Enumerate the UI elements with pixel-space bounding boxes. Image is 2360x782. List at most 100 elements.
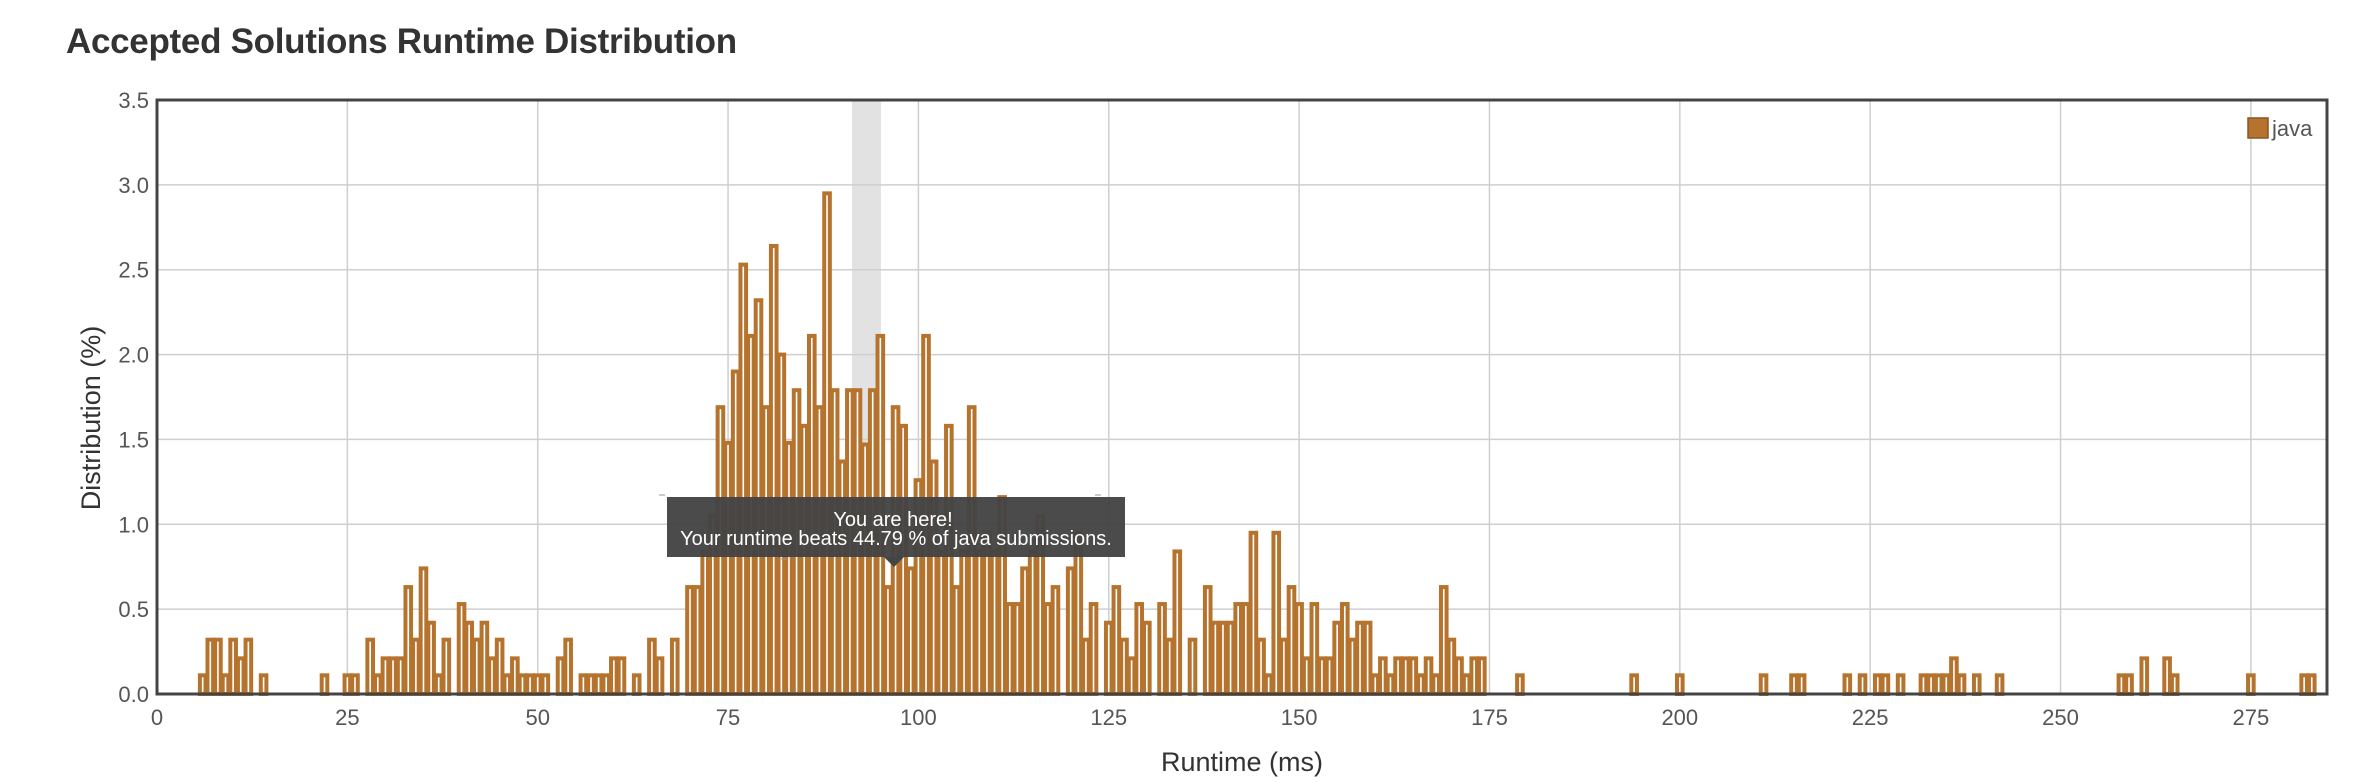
histogram-bar[interactable] — [1393, 656, 1403, 696]
histogram-bar[interactable] — [1119, 637, 1129, 697]
histogram-bar[interactable] — [1157, 602, 1167, 696]
histogram-bar[interactable] — [616, 656, 627, 696]
histogram-bar[interactable] — [799, 423, 810, 696]
histogram-bar[interactable] — [243, 637, 254, 697]
histogram-bar[interactable] — [1515, 673, 1525, 697]
histogram-bar[interactable] — [350, 673, 360, 697]
histogram-bar[interactable] — [1454, 656, 1464, 696]
histogram-bar[interactable] — [1370, 673, 1381, 697]
histogram-bar[interactable] — [898, 423, 908, 696]
histogram-bar[interactable] — [1081, 637, 1091, 697]
histogram-bar[interactable] — [258, 673, 269, 697]
histogram-bar[interactable] — [1111, 585, 1122, 697]
histogram-bar[interactable] — [1423, 656, 1434, 696]
histogram-bar[interactable] — [1842, 673, 1853, 697]
histogram-bar[interactable] — [936, 549, 947, 696]
histogram-bar[interactable] — [1431, 673, 1441, 697]
histogram-bar[interactable] — [1895, 673, 1906, 697]
histogram-bar[interactable] — [1461, 673, 1472, 697]
histogram-bar[interactable] — [456, 602, 467, 696]
histogram-bar[interactable] — [1065, 566, 1076, 696]
histogram-bar[interactable] — [1378, 656, 1388, 696]
histogram-bar[interactable] — [1279, 637, 1289, 697]
histogram-bar[interactable] — [1362, 620, 1373, 696]
histogram-bar[interactable] — [1317, 656, 1327, 696]
legend[interactable]: java — [2247, 116, 2313, 141]
histogram-bar[interactable] — [601, 673, 612, 697]
histogram-bar[interactable] — [959, 549, 969, 696]
histogram-bar[interactable] — [1103, 620, 1114, 696]
histogram-bar[interactable] — [1355, 620, 1365, 696]
histogram-bar[interactable] — [342, 673, 353, 697]
histogram-bar[interactable] — [1126, 656, 1137, 696]
histogram-bar[interactable] — [1332, 620, 1342, 696]
histogram-bar[interactable] — [685, 585, 695, 697]
histogram-bar[interactable] — [2124, 673, 2134, 697]
histogram-bar[interactable] — [1301, 656, 1312, 696]
histogram-bar[interactable] — [700, 549, 711, 696]
histogram-bar[interactable] — [1933, 673, 1944, 697]
histogram-bar[interactable] — [487, 656, 497, 696]
histogram-bar[interactable] — [235, 656, 246, 696]
histogram-bar[interactable] — [1880, 673, 1891, 697]
histogram-bar[interactable] — [388, 656, 398, 696]
histogram-bar[interactable] — [510, 656, 520, 696]
histogram-bar[interactable] — [1941, 673, 1952, 697]
histogram-bar[interactable] — [1202, 585, 1213, 697]
histogram-bar[interactable] — [1050, 585, 1061, 697]
histogram-bar[interactable] — [974, 549, 985, 696]
histogram-bar[interactable] — [365, 637, 376, 697]
histogram-bar[interactable] — [1675, 673, 1685, 697]
histogram-bar[interactable] — [647, 637, 657, 697]
histogram-bar[interactable] — [1971, 673, 1982, 697]
histogram-bar[interactable] — [1233, 602, 1244, 696]
histogram-bar[interactable] — [1012, 602, 1023, 696]
histogram-bar[interactable] — [944, 423, 954, 696]
histogram-bar[interactable] — [1248, 530, 1259, 697]
histogram-bar[interactable] — [1629, 673, 1639, 697]
histogram-bar[interactable] — [1263, 673, 1274, 697]
histogram-bar[interactable] — [905, 566, 916, 696]
histogram-bar[interactable] — [197, 673, 208, 697]
histogram-bar[interactable] — [1385, 673, 1396, 697]
histogram-bar[interactable] — [205, 637, 216, 697]
histogram-bar[interactable] — [471, 637, 482, 697]
histogram-bar[interactable] — [532, 673, 543, 697]
histogram-bar[interactable] — [1172, 549, 1183, 696]
histogram-bar[interactable] — [1271, 530, 1282, 697]
histogram-bar[interactable] — [1796, 673, 1807, 697]
histogram-bar[interactable] — [1020, 566, 1030, 696]
histogram-bar[interactable] — [494, 637, 505, 697]
histogram-bar[interactable] — [1004, 602, 1015, 696]
histogram-bar[interactable] — [738, 262, 749, 696]
histogram-bar[interactable] — [1218, 620, 1228, 696]
histogram-bar[interactable] — [1400, 656, 1411, 696]
histogram-bar[interactable] — [426, 620, 436, 696]
histogram-bar[interactable] — [593, 673, 604, 697]
histogram-bar[interactable] — [1088, 602, 1099, 696]
histogram-bar[interactable] — [1438, 585, 1449, 697]
histogram-bar[interactable] — [1758, 673, 1769, 697]
histogram-bar[interactable] — [1324, 656, 1335, 696]
histogram-bar[interactable] — [1949, 656, 1959, 696]
histogram-bar[interactable] — [2246, 673, 2256, 697]
histogram-bar[interactable] — [2169, 673, 2180, 697]
histogram-bar[interactable] — [213, 637, 223, 697]
histogram-bar[interactable] — [1339, 602, 1350, 696]
histogram-bar[interactable] — [1210, 620, 1221, 696]
histogram-bar[interactable] — [1187, 637, 1198, 697]
histogram-bar[interactable] — [1926, 673, 1936, 697]
histogram-bar[interactable] — [220, 673, 231, 697]
histogram-bar[interactable] — [418, 566, 429, 696]
histogram-bar[interactable] — [1134, 602, 1145, 696]
histogram-bar[interactable] — [2116, 673, 2127, 697]
histogram-bar[interactable] — [1918, 673, 1929, 697]
histogram-bar[interactable] — [578, 673, 589, 697]
histogram-bar[interactable] — [2299, 673, 2309, 697]
histogram-bar[interactable] — [1956, 673, 1967, 697]
histogram-bar[interactable] — [1043, 602, 1053, 696]
histogram-bar[interactable] — [1477, 656, 1487, 696]
histogram-bar[interactable] — [2162, 656, 2172, 696]
histogram-bar[interactable] — [1294, 602, 1304, 696]
histogram-bar[interactable] — [1408, 656, 1419, 696]
